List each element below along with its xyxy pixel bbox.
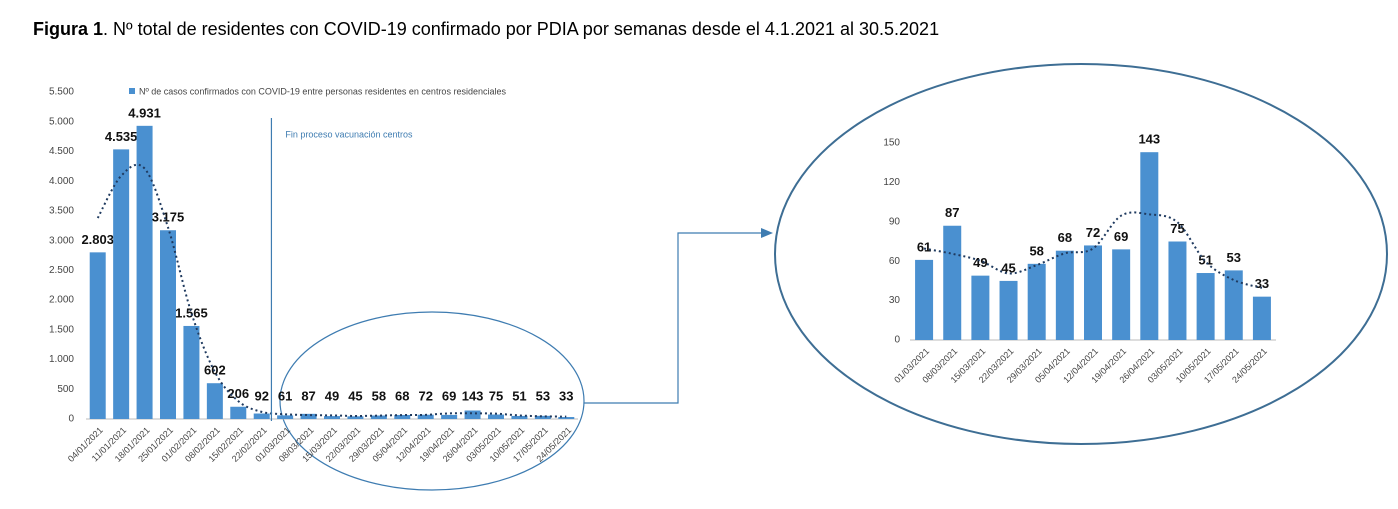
bar — [1196, 273, 1215, 340]
value-label: 72 — [418, 388, 432, 403]
value-label: 58 — [372, 388, 386, 403]
inset-ellipse — [774, 63, 1388, 445]
value-label: 143 — [462, 388, 484, 403]
value-label: 92 — [254, 388, 268, 403]
value-label: 49 — [325, 388, 339, 403]
bar — [136, 125, 153, 419]
value-label: 53 — [1227, 250, 1241, 265]
value-label: 75 — [489, 388, 503, 403]
value-label: 51 — [1198, 252, 1212, 267]
value-label: 51 — [512, 388, 526, 403]
bar — [558, 417, 575, 419]
bar — [1168, 241, 1187, 340]
value-label: 53 — [536, 388, 550, 403]
bar — [1224, 270, 1243, 340]
value-label: 75 — [1170, 221, 1184, 236]
figure-caption: . Nº total de residentes con COVID-19 co… — [103, 19, 939, 39]
value-label: 69 — [442, 388, 456, 403]
value-label: 87 — [301, 388, 315, 403]
legend-label: Nº de casos confirmados con COVID-19 ent… — [139, 86, 506, 96]
bar — [230, 406, 247, 419]
y-tick-label: 5.000 — [49, 116, 74, 127]
annotation: Fin proceso vacunación centros — [285, 129, 413, 139]
y-tick-label: 4.500 — [49, 146, 74, 157]
arrow-head — [761, 228, 773, 238]
y-tick-label: 1.500 — [49, 324, 74, 335]
y-tick-label: 4.000 — [49, 176, 74, 187]
bar — [1055, 250, 1074, 340]
y-tick-label: 0 — [68, 414, 74, 425]
bar — [160, 230, 176, 419]
bar — [253, 413, 270, 419]
bar — [488, 414, 504, 419]
value-label: 206 — [227, 386, 249, 401]
bar — [534, 415, 551, 419]
value-label: 61 — [278, 388, 292, 403]
bar — [113, 149, 130, 419]
value-label: 58 — [1029, 243, 1043, 258]
bar — [324, 416, 340, 419]
bar — [1027, 263, 1046, 340]
bar — [394, 414, 411, 419]
y-tick-label: 500 — [57, 384, 74, 395]
value-label: 45 — [348, 388, 362, 403]
bar — [464, 410, 481, 419]
value-label: 61 — [917, 239, 931, 254]
figure-label: Figura 1 — [33, 19, 103, 39]
bar — [206, 383, 223, 419]
value-label: 143 — [1138, 132, 1160, 147]
legend-swatch — [129, 88, 135, 94]
value-label: 33 — [1255, 276, 1269, 291]
y-tick-label: 3.500 — [49, 206, 74, 217]
y-tick-label: 2.000 — [49, 295, 74, 306]
value-label: 87 — [945, 205, 959, 220]
value-label: 68 — [395, 388, 409, 403]
value-label: 68 — [1058, 230, 1072, 245]
bar — [300, 413, 317, 419]
bar — [347, 416, 364, 419]
bar — [89, 252, 106, 419]
value-label: 69 — [1114, 229, 1128, 244]
y-tick-label: 3.000 — [49, 235, 74, 246]
value-label: 2.803 — [81, 232, 114, 247]
bar — [943, 225, 962, 340]
y-tick-label: 120 — [883, 177, 900, 188]
value-label: 45 — [1001, 260, 1015, 275]
y-tick-label: 2.500 — [49, 265, 74, 276]
bar — [277, 415, 294, 419]
y-tick-label: 90 — [889, 216, 901, 227]
value-label: 4.931 — [128, 105, 161, 120]
bar — [1112, 249, 1131, 340]
trendline — [96, 163, 567, 418]
value-label: 33 — [559, 388, 573, 403]
bar — [417, 414, 434, 419]
value-label: 4.535 — [105, 129, 138, 144]
bar — [183, 325, 200, 419]
bar — [1084, 245, 1102, 340]
bar — [999, 280, 1018, 340]
y-tick-label: 150 — [883, 138, 900, 149]
value-label: 72 — [1086, 225, 1100, 240]
value-label: 1.565 — [175, 305, 208, 320]
y-tick-label: 1.000 — [49, 354, 74, 365]
bar — [971, 275, 990, 340]
bar — [1140, 152, 1159, 340]
value-label: 49 — [973, 255, 987, 270]
bar — [511, 415, 528, 419]
zoom-arrow — [584, 232, 762, 404]
bar — [441, 414, 458, 419]
y-tick-label: 30 — [889, 295, 901, 306]
y-tick-label: 0 — [894, 335, 900, 346]
bar — [1252, 296, 1271, 340]
y-tick-label: 60 — [889, 256, 901, 267]
y-tick-label: 5.500 — [49, 87, 74, 98]
bar — [915, 259, 934, 340]
bar — [370, 415, 387, 419]
value-label: 3.175 — [152, 210, 185, 225]
zoom-ellipse — [279, 311, 585, 491]
figure-title: Figura 1. Nº total de residentes con COV… — [33, 19, 939, 39]
